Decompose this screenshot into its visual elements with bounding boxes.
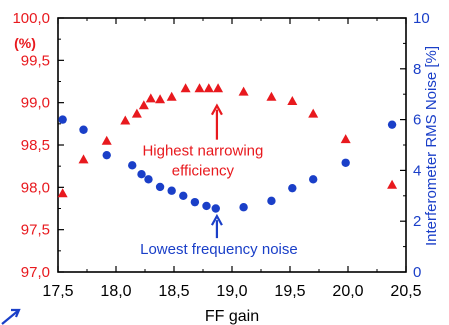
data-point-circle	[202, 201, 211, 211]
x-axis-title: FF gain	[205, 308, 259, 325]
data-point-circle	[190, 197, 200, 207]
data-point-triangle	[57, 188, 68, 198]
y-left-tick-label: 99,5	[21, 52, 50, 69]
y-right-tick-label: 4	[413, 162, 421, 179]
y-left-tick-label: 100,0	[12, 10, 50, 27]
data-point-circle	[155, 182, 165, 192]
x-tick-label: 17,5	[42, 283, 73, 300]
y-left-axis: 97,0 97,5 98,0 98,5 99,0 99,5 100,0	[12, 10, 64, 281]
x-tick-label: 19,5	[274, 283, 305, 300]
data-point-triangle	[266, 91, 277, 101]
y-right-tick-label: 2	[413, 213, 421, 230]
y-left-tick-label: 98,5	[21, 137, 50, 154]
x-tick-label: 20,0	[332, 283, 363, 300]
data-point-circle	[239, 203, 248, 212]
y-right-tick-label: 10	[413, 10, 430, 27]
y-left-tick-label: 98,0	[21, 179, 50, 196]
corner-arrow-icon	[1, 308, 21, 325]
y-left-tick-label: 99,0	[21, 95, 50, 112]
data-point-circle	[387, 120, 397, 129]
annotation-arrow-head	[210, 213, 223, 226]
data-point-triangle	[340, 134, 351, 144]
y-right-axis-title: Interferometer RMS Noise [%]	[423, 46, 440, 246]
data-point-triangle	[387, 179, 398, 189]
data-point-triangle	[166, 91, 177, 101]
y-right-tick-label: 0	[413, 264, 421, 281]
data-point-triangle	[213, 83, 224, 93]
data-point-circle	[211, 204, 220, 213]
data-point-circle	[309, 175, 318, 184]
data-point-circle	[179, 191, 188, 200]
y-right-tick-label: 8	[413, 61, 421, 78]
y-right-axis: 0 2 4 6 8 10	[400, 10, 430, 281]
data-point-triangle	[203, 83, 214, 93]
x-tick-label: 19,0	[216, 283, 247, 300]
data-point-circle	[128, 161, 137, 170]
data-point-circle	[137, 170, 146, 179]
data-point-triangle	[287, 95, 298, 105]
y-left-tick-label: 97,0	[21, 264, 50, 281]
series-layer	[57, 83, 398, 213]
y-left-unit-label: (%)	[14, 35, 36, 51]
data-point-triangle	[78, 154, 89, 164]
data-point-triangle	[180, 83, 191, 93]
data-point-circle	[267, 196, 276, 206]
y-left-tick-label: 97,5	[21, 222, 50, 239]
data-point-circle	[167, 186, 176, 195]
data-point-circle	[341, 158, 350, 167]
data-point-triangle	[194, 83, 205, 93]
annotation-label-line: Lowest frequency noise	[140, 241, 298, 258]
y-right-tick-label: 6	[413, 112, 421, 129]
data-point-circle	[58, 115, 67, 124]
x-tick-label: 20,5	[390, 283, 421, 300]
annotation-label-line: Highest narrowing	[142, 143, 263, 160]
data-point-triangle	[101, 135, 112, 145]
x-tick-label: 18,5	[158, 283, 189, 300]
data-point-circle	[79, 125, 88, 134]
annotation-label-line: efficiency	[172, 163, 235, 180]
data-point-triangle	[131, 108, 142, 118]
data-point-triangle	[238, 86, 249, 96]
annotation-layer: Highest narrowing efficiency Lowest freque…	[140, 103, 298, 258]
data-point-circle	[288, 183, 297, 193]
data-point-triangle	[145, 93, 156, 103]
data-point-triangle	[138, 100, 149, 110]
data-point-triangle	[155, 94, 166, 104]
x-tick-label: 18,0	[100, 283, 131, 300]
annotation-arrow-head	[210, 103, 223, 116]
data-point-triangle	[308, 108, 319, 118]
x-axis: 17,5 18,0 18,5 19,0 19,5 20,0 20,5	[42, 18, 422, 300]
data-point-triangle	[120, 115, 131, 125]
data-point-circle	[102, 150, 111, 160]
data-point-circle	[144, 175, 153, 184]
